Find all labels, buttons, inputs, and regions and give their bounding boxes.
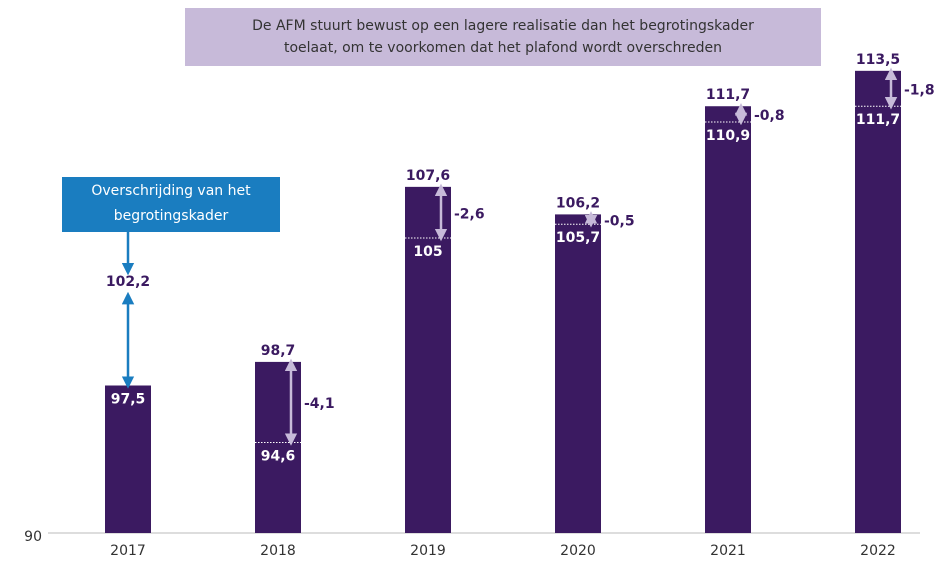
bar	[405, 186, 451, 533]
x-tick-label: 2019	[410, 543, 446, 559]
value-label: 94,6	[261, 449, 296, 465]
value-label: 113,5	[856, 52, 900, 68]
value-label: 110,9	[706, 128, 750, 144]
value-label: 102,2	[106, 274, 150, 290]
value-label: 106,2	[556, 195, 600, 211]
x-tick-label: 2021	[710, 543, 746, 559]
annotation: De AFM stuurt bewust op een lagere reali…	[252, 18, 754, 34]
x-tick-label: 2020	[560, 543, 596, 559]
difference-label: -0,5	[604, 213, 635, 229]
bar	[555, 214, 601, 533]
bar	[255, 361, 301, 533]
x-tick-label: 2022	[860, 543, 896, 559]
value-label: 105	[413, 244, 442, 260]
difference-label: -1,8	[904, 83, 935, 99]
difference-label: -0,8	[754, 108, 785, 124]
annotation: toelaat, om te voorkomen dat het plafond…	[284, 40, 722, 56]
y-tick-label: 90	[24, 529, 42, 545]
difference-label: -2,6	[454, 206, 485, 222]
bar	[105, 385, 151, 533]
callout-box	[62, 177, 280, 232]
x-tick-label: 2018	[260, 543, 296, 559]
bar	[855, 70, 901, 533]
value-label: 107,6	[406, 168, 450, 184]
bar	[705, 106, 751, 533]
callout-text: Overschrijding van het	[91, 183, 251, 199]
callout-text: begrotingskader	[114, 208, 229, 224]
value-label: 111,7	[706, 87, 750, 103]
value-label: 105,7	[556, 230, 600, 246]
value-label: 97,5	[111, 392, 146, 408]
x-tick-label: 2017	[110, 543, 146, 559]
value-label: 98,7	[261, 343, 296, 359]
difference-label: -4,1	[304, 396, 335, 412]
annotation-box	[185, 8, 821, 66]
value-label: 111,7	[856, 112, 900, 128]
